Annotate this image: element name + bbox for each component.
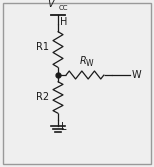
Text: V: V bbox=[47, 0, 54, 9]
Text: R2: R2 bbox=[36, 93, 49, 103]
Text: R: R bbox=[80, 56, 86, 66]
Text: W: W bbox=[132, 70, 142, 80]
Text: L: L bbox=[61, 122, 67, 132]
Text: H: H bbox=[60, 17, 67, 27]
FancyBboxPatch shape bbox=[3, 3, 151, 164]
Text: CC: CC bbox=[59, 5, 69, 11]
Text: W: W bbox=[85, 59, 93, 68]
Text: R1: R1 bbox=[36, 42, 49, 52]
